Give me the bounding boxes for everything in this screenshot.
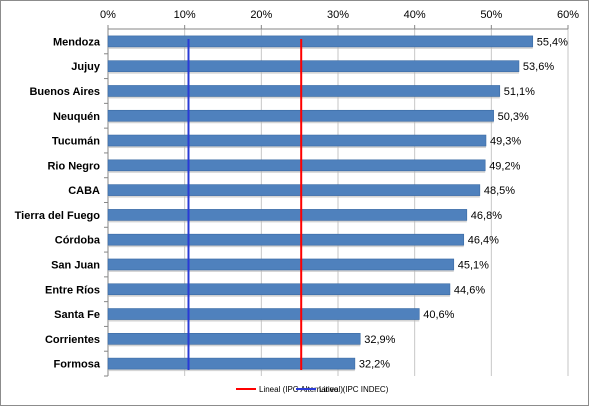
data-label: 50,3% — [498, 111, 529, 123]
data-label: 32,9% — [364, 334, 395, 346]
x-tick-label: 20% — [250, 9, 272, 21]
category-label: Entre Ríos — [45, 284, 100, 296]
bar — [107, 35, 534, 48]
x-tick-label: 0% — [100, 9, 116, 21]
data-label: 49,3% — [490, 136, 521, 148]
bar — [107, 85, 501, 97]
x-tick-label: 50% — [480, 9, 502, 21]
legend-label: Lineal (IPC INDEC) — [319, 385, 389, 394]
bar — [107, 159, 486, 172]
category-label: Buenos Aires — [29, 86, 100, 98]
data-label: 46,8% — [471, 210, 502, 222]
x-tick-label: 30% — [327, 9, 349, 21]
data-label: 48,5% — [484, 185, 515, 197]
bar — [107, 258, 455, 271]
data-label: 51,1% — [504, 86, 535, 98]
category-label: Santa Fe — [54, 309, 100, 321]
category-label: CABA — [68, 185, 100, 197]
bar — [107, 357, 356, 370]
category-label: Corrientes — [45, 334, 100, 346]
bar — [107, 209, 468, 221]
category-label: Mendoza — [53, 36, 101, 48]
bar — [107, 60, 520, 72]
data-label: 32,2% — [359, 359, 390, 371]
category-label: Neuquén — [53, 111, 100, 123]
bar — [107, 283, 451, 296]
data-label: 40,6% — [423, 309, 454, 321]
data-label: 44,6% — [454, 284, 485, 296]
data-label: 53,6% — [523, 61, 554, 73]
x-tick-label: 40% — [404, 9, 426, 21]
data-label: 55,4% — [537, 36, 568, 48]
data-label: 49,2% — [489, 160, 520, 172]
bar — [107, 333, 361, 345]
category-label: Tucumán — [52, 136, 100, 148]
bar — [107, 308, 420, 320]
category-label: Tierra del Fuego — [15, 210, 101, 222]
bar — [107, 134, 487, 147]
x-tick-label: 60% — [557, 9, 579, 21]
bar — [107, 233, 465, 246]
data-label: 45,1% — [458, 259, 489, 271]
category-label: Formosa — [54, 359, 101, 371]
data-label: 46,4% — [468, 235, 499, 247]
category-label: Córdoba — [55, 235, 101, 247]
x-tick-label: 10% — [174, 9, 196, 21]
bar — [107, 184, 481, 196]
category-label: Jujuy — [71, 61, 101, 73]
category-label: Rio Negro — [47, 160, 100, 172]
category-label: San Juan — [51, 259, 100, 271]
